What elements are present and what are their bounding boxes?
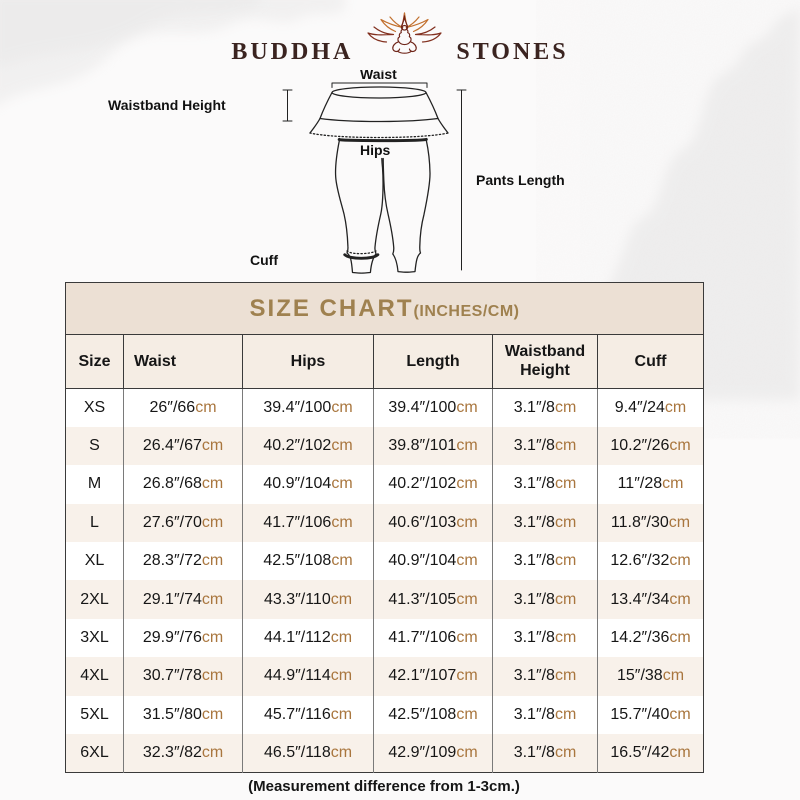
svg-text:Pants Length: Pants Length xyxy=(476,172,565,188)
svg-text:Cuff: Cuff xyxy=(250,252,278,268)
svg-text:Waist: Waist xyxy=(360,70,397,82)
svg-text:Hips: Hips xyxy=(360,142,391,158)
svg-text:Waistband Height: Waistband Height xyxy=(108,97,226,113)
